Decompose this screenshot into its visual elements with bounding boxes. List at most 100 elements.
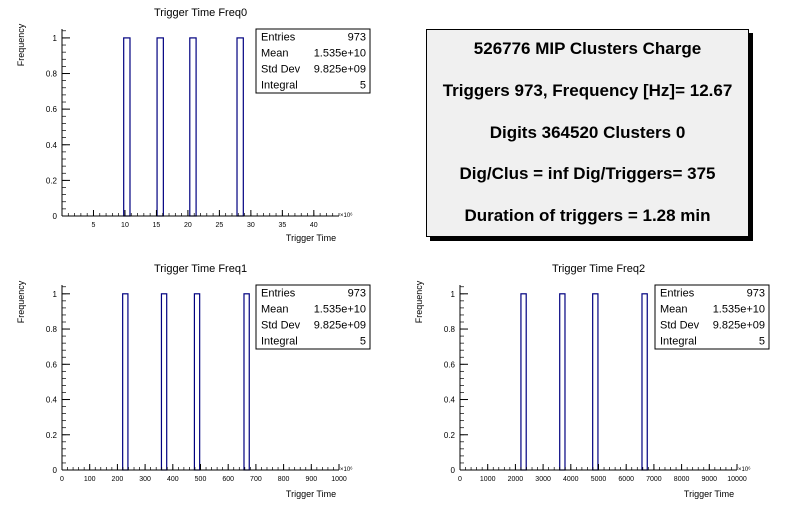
stats-value: 9.825e+09	[314, 64, 366, 76]
x-tick-label: 7000	[646, 476, 662, 483]
stats-label: Entries	[660, 288, 695, 300]
stats-label: Integral	[261, 80, 298, 92]
stats-value: 9.825e+09	[314, 320, 366, 332]
x-tick-label: 9000	[702, 476, 718, 483]
info-line-duration: Duration of triggers = 1.28 min	[464, 206, 711, 225]
stats-value: 973	[747, 288, 765, 300]
y-tick-label: 0.4	[46, 141, 58, 150]
y-tick-label: 0.8	[46, 325, 58, 334]
x-tick-label: 1000	[331, 476, 347, 483]
x-axis-exponent: ×10⁶	[340, 212, 353, 219]
histogram-bar-0	[520, 293, 527, 471]
stats-label: Entries	[261, 32, 296, 44]
histogram-panel-1: Trigger Time Freq1 0 100 200 300 400 500 600 700…	[16, 263, 371, 499]
stats-value: 1.535e+10	[713, 304, 765, 316]
stats-label: Std Dev	[261, 320, 301, 332]
x-tick-label: 6000	[618, 476, 634, 483]
y-tick-label: 0	[53, 466, 58, 475]
x-axis-label: Trigger Time	[286, 233, 336, 243]
y-tick-label: 0	[451, 466, 456, 475]
x-tick-label: 2000	[508, 476, 524, 483]
histogram-bar-1	[559, 293, 566, 471]
x-tick-label: 40	[310, 222, 318, 229]
stats-value: 5	[360, 80, 366, 92]
stats-label: Std Dev	[660, 320, 700, 332]
y-axis-label: Frequency	[16, 23, 26, 66]
y-tick-label: 0.2	[444, 431, 456, 440]
y-tick-label: 0.4	[46, 396, 58, 405]
histogram-bar-3	[236, 37, 244, 217]
x-tick-label: 100	[84, 476, 96, 483]
stats-label: Mean	[261, 304, 289, 316]
chart-title: Trigger Time Freq1	[154, 263, 247, 275]
histogram-bar-3	[641, 293, 648, 471]
x-tick-label: 200	[112, 476, 124, 483]
y-axis-label: Frequency	[414, 280, 424, 323]
histogram-bar-0	[122, 293, 129, 471]
y-tick-label: 1	[53, 290, 58, 299]
y-tick-label: 1	[53, 34, 58, 43]
histogram-bar-3	[243, 293, 250, 471]
y-tick-label: 0.2	[46, 431, 58, 440]
histogram-bar-0	[123, 37, 131, 217]
x-tick-label: 8000	[674, 476, 690, 483]
x-tick-label: 0	[60, 476, 64, 483]
x-tick-label: 3000	[535, 476, 551, 483]
stats-box	[255, 284, 371, 350]
chart-title: Trigger Time Freq0	[154, 7, 247, 19]
stats-value: 9.825e+09	[713, 320, 765, 332]
y-tick-label: 0.2	[46, 176, 58, 185]
info-line-mip-clusters: 526776 MIP Clusters Charge	[473, 39, 702, 58]
x-tick-label: 5000	[591, 476, 607, 483]
x-tick-label: 700	[250, 476, 262, 483]
x-axis-label: Trigger Time	[286, 489, 336, 499]
y-tick-label: 0.8	[46, 70, 58, 79]
x-tick-label: 10000	[727, 476, 747, 483]
y-axis-label: Frequency	[16, 280, 26, 323]
stats-value: 5	[360, 336, 366, 348]
stats-label: Mean	[261, 48, 289, 60]
y-tick-label: 0.6	[46, 105, 58, 114]
x-tick-label: 35	[278, 222, 286, 229]
stats-label: Entries	[261, 288, 296, 300]
y-tick-label: 0.6	[46, 360, 58, 369]
x-tick-label: 0	[458, 476, 462, 483]
summary-info-panel: 526776 MIP Clusters Charge Triggers 973,…	[426, 29, 749, 237]
info-line-triggers-frequency: Triggers 973, Frequency [Hz]= 12.67	[442, 81, 733, 100]
x-tick-label: 25	[215, 222, 223, 229]
stats-value: 973	[348, 32, 366, 44]
x-tick-label: 20	[184, 222, 192, 229]
x-tick-label: 1000	[480, 476, 496, 483]
histogram-bar-2	[193, 293, 201, 471]
x-tick-label: 300	[139, 476, 151, 483]
histogram-bar-2	[592, 293, 599, 471]
histogram-panel-2: Trigger Time Freq2 0 1000 2000 3000 4000 5000 6…	[414, 263, 770, 499]
x-tick-label: 30	[247, 222, 255, 229]
x-tick-label: 10	[121, 222, 129, 229]
x-tick-label: 400	[167, 476, 179, 483]
info-line-dig-ratios: Dig/Clus = inf Dig/Triggers= 375	[459, 164, 716, 183]
y-tick-label: 0.6	[444, 360, 456, 369]
x-tick-label: 800	[278, 476, 290, 483]
info-line-digits-clusters: Digits 364520 Clusters 0	[489, 123, 686, 142]
y-tick-label: 0.8	[444, 325, 456, 334]
chart-title: Trigger Time Freq2	[552, 263, 645, 275]
stats-value: 1.535e+10	[314, 304, 366, 316]
y-tick-label: 1	[451, 290, 456, 299]
x-axis-label: Trigger Time	[684, 489, 734, 499]
stats-box	[255, 28, 371, 94]
stats-value: 1.535e+10	[314, 48, 366, 60]
stats-value: 5	[759, 336, 765, 348]
x-tick-label: 500	[195, 476, 207, 483]
histogram-bar-1	[160, 293, 168, 471]
stats-value: 973	[348, 288, 366, 300]
x-tick-label: 15	[153, 222, 161, 229]
x-tick-label: 5	[92, 222, 96, 229]
y-tick-label: 0.4	[444, 396, 456, 405]
stats-box	[654, 284, 770, 350]
histogram-bar-2	[189, 37, 197, 217]
stats-label: Integral	[261, 336, 298, 348]
x-axis-exponent: ×10⁶	[340, 466, 353, 473]
x-tick-label: 4000	[563, 476, 579, 483]
